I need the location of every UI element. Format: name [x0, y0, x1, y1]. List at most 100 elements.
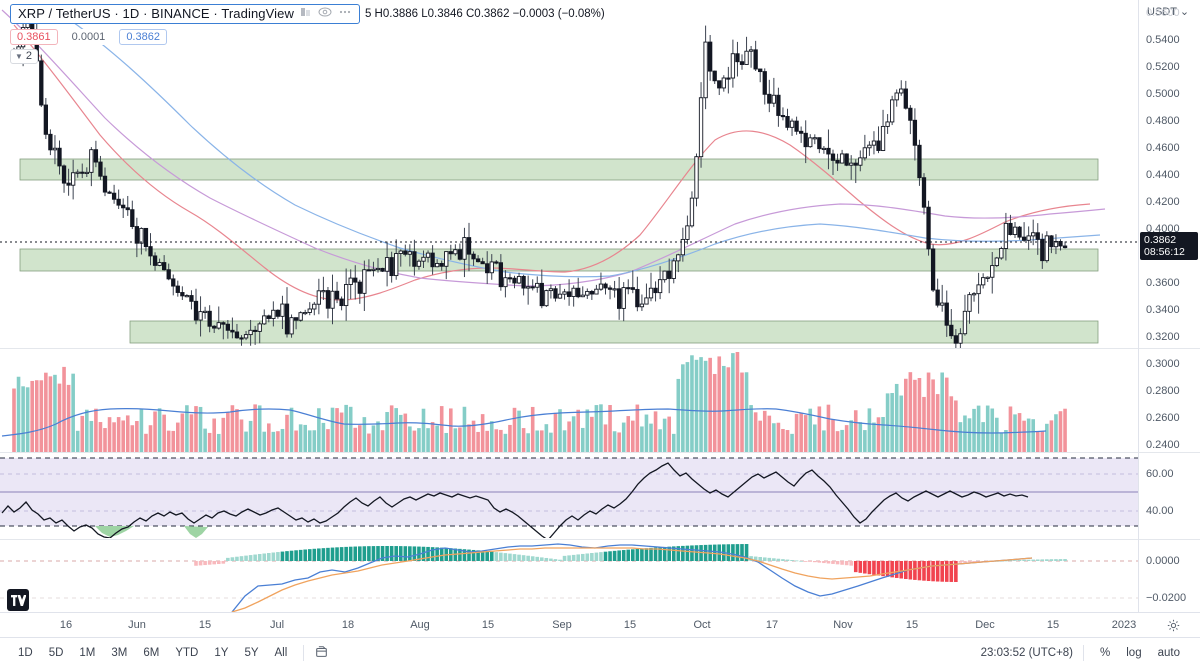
range-button-3m[interactable]: 3M: [111, 647, 128, 659]
calendar-range-icon[interactable]: [314, 645, 329, 662]
macd-signal-line: [231, 547, 1033, 612]
log-scale-button[interactable]: log: [1126, 647, 1142, 659]
price-axis-unit-caret: ⌄: [1179, 6, 1190, 18]
candles-icon[interactable]: [300, 5, 312, 23]
percent-scale-button[interactable]: %: [1100, 647, 1111, 659]
price-axis-tick: 0.4800: [1146, 115, 1180, 127]
indicator-count: 2: [25, 50, 33, 62]
range-button-5y[interactable]: 5Y: [244, 647, 259, 659]
current-price-value: 0.3862: [1144, 234, 1177, 246]
volume-ma-line: [1, 408, 1047, 437]
legend-value-red[interactable]: 0.3861: [10, 29, 58, 45]
date-axis-tick: 15: [1046, 619, 1060, 631]
date-axis-tick: Oct: [693, 619, 711, 631]
rsi-line: [1, 462, 1029, 538]
date-axis[interactable]: 16 Jun 15 Jul 18 Aug 15 Sep 15 Oct 17 Nov 15 Dec 15 202…: [0, 612, 1200, 637]
chart-plot-area[interactable]: [0, 0, 1138, 612]
price-axis-tick: 0.4400: [1146, 169, 1180, 181]
date-axis-tick: 15: [905, 619, 919, 631]
chart-header: XRP / TetherUS · 1D · BINANCE · TradingV…: [0, 0, 1200, 28]
date-axis-tick: 2023: [1111, 619, 1137, 631]
price-axis-tick: 0.3400: [1146, 304, 1180, 316]
date-axis-tick: 17: [765, 619, 779, 631]
price-axis-tick: 0.2600: [1146, 412, 1180, 424]
macd-line: [231, 543, 1033, 612]
date-axis-tick: Nov: [833, 619, 853, 631]
gear-icon[interactable]: [1167, 619, 1180, 635]
price-axis-tick: 0.4600: [1146, 142, 1180, 154]
auto-scale-button[interactable]: auto: [1157, 647, 1180, 659]
legend-value-mid[interactable]: 0.0001: [64, 29, 113, 45]
price-axis-unit[interactable]: USDT ⌄: [1147, 5, 1189, 18]
range-button-5d[interactable]: 5D: [48, 647, 64, 659]
date-axis-tick: Sep: [552, 619, 572, 631]
price-axis[interactable]: USDT ⌄ 0.5600 0.5400 0.5200 0.5000 0.4800 0.4…: [1138, 0, 1200, 612]
indicator-count-box[interactable]: ▼ 2: [10, 49, 39, 64]
eye-icon[interactable]: [318, 5, 332, 23]
range-button-ytd[interactable]: YTD: [175, 647, 199, 659]
mid-zone: [19, 248, 1099, 272]
price-pane: [0, 9, 1138, 348]
macd-axis-tick: 0.0000: [1146, 555, 1180, 567]
macd-pane: [0, 543, 1138, 612]
axis-divider-volume: [1139, 348, 1200, 349]
date-axis-tick: 15: [198, 619, 212, 631]
date-axis-tick: 16: [59, 619, 73, 631]
support-resistance-zones: [19, 158, 1099, 344]
chart-canvas[interactable]: [0, 0, 1138, 612]
date-axis-tick: 15: [623, 619, 637, 631]
price-axis-tick: 0.4200: [1146, 196, 1180, 208]
date-axis-tick: Jul: [269, 619, 285, 631]
rsi-axis-tick: 60.00: [1146, 468, 1174, 480]
date-axis-tick: Dec: [975, 619, 995, 631]
toolbar-divider-1: [303, 645, 305, 661]
ma-blue-line: [69, 19, 1101, 278]
indicator-legend: 0.3861 0.0001 0.3862: [10, 29, 167, 45]
rsi-pane: [0, 457, 1138, 538]
symbol-title-box[interactable]: XRP / TetherUS · 1D · BINANCE · TradingV…: [10, 4, 360, 24]
date-axis-tick: 15: [481, 619, 495, 631]
range-button-6m[interactable]: 6M: [143, 647, 160, 659]
price-axis-tick: 0.5000: [1146, 88, 1180, 100]
bottom-toolbar: 1D 5D 1M 3M 6M YTD 1Y 5Y All 23:03:52 (UTC+8) % …: [0, 637, 1200, 668]
axis-divider-macd: [1139, 539, 1200, 540]
current-price-time: 08:56:12: [1144, 246, 1185, 258]
axis-divider-rsi: [1139, 452, 1200, 453]
ma-pink-line: [1, 9, 1106, 287]
tradingview-logo[interactable]: [7, 589, 29, 611]
ohlc-values: 5 H0.3886 L0.3846 C0.3862 −0.0003 (−0.08…: [364, 8, 605, 20]
rsi-oversold-fill-2: [184, 526, 208, 538]
legend-value-blue[interactable]: 0.3862: [119, 29, 167, 45]
scale-buttons: % log auto: [1094, 644, 1186, 662]
range-button-1m[interactable]: 1M: [79, 647, 96, 659]
indicator-count-row: ▼ 2: [10, 49, 39, 64]
rsi-axis-tick: 40.00: [1146, 505, 1174, 517]
ma-red-line: [13, 24, 1091, 301]
more-options-icon[interactable]: [338, 5, 352, 23]
price-axis-tick: 0.5400: [1146, 34, 1180, 46]
chevron-down-icon: ▼: [15, 51, 23, 61]
price-axis-tick: 0.2800: [1146, 385, 1180, 397]
range-button-all[interactable]: All: [274, 647, 288, 659]
volume-bars: [12, 352, 1067, 452]
chart-clock: 23:03:52 (UTC+8): [980, 647, 1074, 659]
range-button-1d[interactable]: 1D: [18, 647, 33, 659]
price-axis-tick: 0.5200: [1146, 61, 1180, 73]
price-axis-unit-label: USDT: [1147, 6, 1177, 18]
date-axis-tick: Jun: [128, 619, 146, 631]
price-axis-tick: 0.3600: [1146, 277, 1180, 289]
date-axis-tick: Aug: [410, 619, 430, 631]
macd-axis-tick: −0.0200: [1146, 592, 1187, 604]
price-axis-tick: 0.5600: [1146, 7, 1180, 19]
current-price-badge: 0.3862 08:56:12: [1140, 232, 1198, 260]
date-axis-tick: 18: [341, 619, 355, 631]
toolbar-divider-2: [1083, 645, 1085, 661]
price-axis-tick: 0.3000: [1146, 358, 1180, 370]
volume-pane: [1, 352, 1067, 452]
symbol-title: XRP / TetherUS · 1D · BINANCE · TradingV…: [18, 6, 294, 21]
range-button-1y[interactable]: 1Y: [214, 647, 229, 659]
price-axis-tick: 0.3200: [1146, 331, 1180, 343]
resistance-zone: [19, 158, 1099, 181]
time-range-buttons: 1D 5D 1M 3M 6M YTD 1Y 5Y All: [12, 644, 293, 662]
